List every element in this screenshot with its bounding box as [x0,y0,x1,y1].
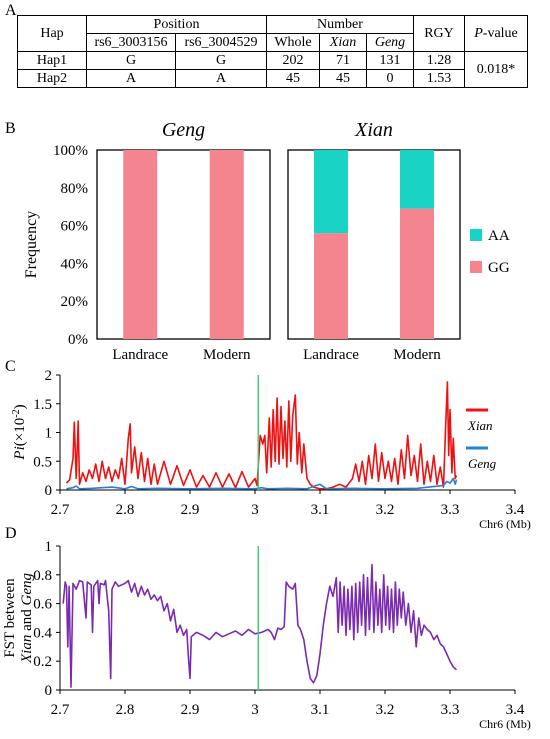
cell-xian: 45 [319,69,367,88]
cell-whole: 45 [266,69,320,88]
cell-snp2: A [175,69,267,88]
bar-segment-aa [400,150,434,209]
haplotype-table: Hap Position Number RGY P-value rs6_3003… [17,15,528,88]
table-row: Hap2 A A 45 45 0 1.53 [17,69,528,88]
chart-title: Xian [354,119,393,141]
chart-title: Geng [162,119,205,141]
y-axis-label: Xian and Geng [19,573,35,665]
y-tick-label: 1 [45,426,53,442]
cell-xian: 71 [319,51,367,70]
legend-label: Geng [468,456,497,471]
x-tick-label: 3.3 [441,502,460,518]
cell-rgy: 1.28 [413,51,465,70]
header-number: Number [266,15,414,34]
y-tick-label: 80% [61,181,89,197]
header-rgy: RGY [413,15,465,52]
x-tick-label: 3.4 [506,702,525,718]
legend-swatch-gg [470,261,482,273]
x-tick-label: 3.1 [311,702,330,718]
bar-segment-gg [209,150,244,339]
y-axis-label: Frequency [23,211,40,279]
y-tick-label: 0.8 [33,568,52,584]
header-pvalue: P-value [464,15,528,52]
cell-pvalue: 0.018* [464,51,528,88]
x-tick-label: 3.2 [376,502,395,518]
legend-label: GG [488,260,510,276]
y-tick-label: 0 [45,683,53,699]
plot-frame [287,149,461,340]
bar-segment-aa [314,150,348,234]
panel-label-c: C [5,358,16,375]
panel-label-b: B [5,120,16,137]
bar-segment-gg [123,150,158,339]
bar-segment-gg [314,233,348,339]
x-tick-label: 3 [251,502,259,518]
x-tick-label: Modern [203,347,251,360]
cell-whole: 202 [266,51,320,70]
subheader-xian: Xian [319,33,367,52]
x-tick-label: 3.4 [506,502,525,518]
panel-label-d: D [5,525,17,542]
y-axis-label: FST between [2,578,18,658]
x-tick-label: Landrace [303,347,359,360]
cell-rgy: 1.53 [413,69,465,88]
legend-label: Xian [467,418,493,433]
y-tick-label: 0 [45,483,53,499]
x-tick-label: 2.9 [181,502,200,518]
subheader-whole: Whole [266,33,320,52]
cell-geng: 131 [366,51,414,70]
fst-line-chart: 0 0.2 0.4 0.6 0.8 1 2.7 2.8 2.9 3 3.1 3.2 3.3 3.4Chr6… [2,539,531,731]
x-tick-label: 2.7 [51,502,70,518]
x-tick-label: 3.2 [376,702,395,718]
series-line-geng [66,477,458,490]
y-tick-label: 0.5 [33,454,52,470]
cell-snp2: G [175,51,267,70]
header-hap: Hap [17,15,87,52]
x-tick-label: 3.1 [311,502,330,518]
subheader-snp2: rs6_3004529 [175,33,267,52]
panel-label-a: A [5,2,17,19]
frequency-bar-charts: 0% 20% 40% 60% 80% 100% Frequency Geng Landrace M… [23,119,510,360]
x-axis-label: Chr6 (Mb) [479,517,531,531]
y-tick-label: 2 [45,368,53,384]
y-tick-label: 0.4 [33,625,52,641]
x-tick-label: 2.7 [51,702,70,718]
legend-label: AA [488,228,510,244]
subheader-snp1: rs6_3003156 [86,33,176,52]
x-tick-label: Modern [393,347,441,360]
y-tick-label: 0.2 [33,654,52,670]
plot-frame [96,149,271,340]
x-tick-label: 3.3 [441,702,460,718]
header-position: Position [86,15,267,34]
y-tick-label: 1 [45,539,53,555]
series-line-fst [62,563,458,688]
cell-hap: Hap1 [17,51,87,70]
cell-hap: Hap2 [17,69,87,88]
y-tick-label: 20% [61,294,89,310]
y-tick-label: 60% [61,219,89,235]
x-tick-label: Landrace [112,347,168,360]
bar-segment-gg [400,208,434,339]
x-tick-label: 2.9 [181,702,200,718]
x-tick-label: 2.8 [116,702,135,718]
subheader-geng: Geng [366,33,414,52]
y-tick-label: 0% [68,332,88,348]
cell-snp1: A [86,69,176,88]
series-line-xian [65,381,458,490]
y-axis-label: Pi(×10-2) [11,404,29,460]
y-tick-label: 100% [53,143,88,159]
table-row: Hap1 G G 202 71 131 1.28 0.018* [17,51,528,88]
y-tick-label: 0.6 [33,597,52,613]
cell-snp1: G [86,51,176,70]
x-tick-label: 2.8 [116,502,135,518]
x-tick-label: 3 [251,702,259,718]
legend-swatch-aa [470,229,482,241]
cell-geng: 0 [366,69,414,88]
y-tick-label: 40% [61,256,89,272]
x-axis-label: Chr6 (Mb) [479,717,531,731]
y-tick-label: 1.5 [33,397,52,413]
